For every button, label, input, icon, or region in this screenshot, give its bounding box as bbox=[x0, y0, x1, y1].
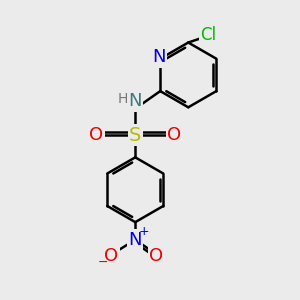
Text: N: N bbox=[128, 231, 142, 249]
Text: H: H bbox=[118, 92, 128, 106]
Text: O: O bbox=[167, 126, 182, 144]
Text: O: O bbox=[149, 247, 164, 265]
Text: S: S bbox=[129, 126, 142, 145]
Text: O: O bbox=[89, 126, 103, 144]
Text: O: O bbox=[104, 247, 118, 265]
Text: −: − bbox=[98, 256, 108, 269]
Text: N: N bbox=[152, 48, 166, 66]
Text: Cl: Cl bbox=[200, 26, 216, 44]
Text: +: + bbox=[138, 225, 149, 238]
Text: N: N bbox=[128, 92, 142, 110]
